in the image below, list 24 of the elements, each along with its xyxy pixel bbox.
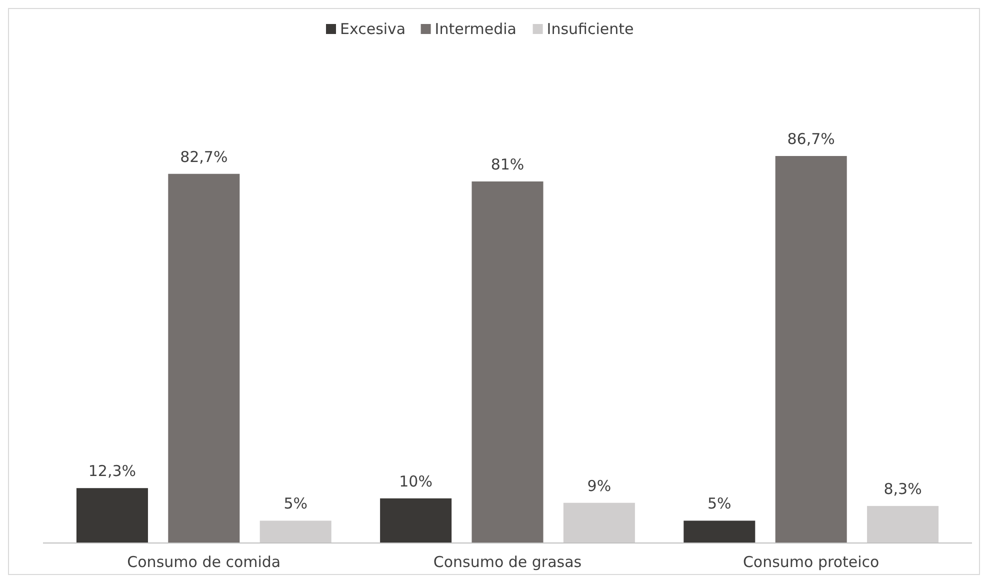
data-label: 5% [708, 494, 732, 513]
data-label: 81% [490, 155, 524, 174]
data-label: 9% [587, 476, 612, 495]
data-label: 10% [399, 472, 432, 490]
bar [867, 506, 939, 543]
bar [260, 520, 332, 543]
x-tick-label: Consumo de comida [127, 553, 281, 571]
legend-label: Insuficiente [546, 20, 634, 38]
data-label: 82,7% [180, 148, 228, 166]
legend-label: Intermedia [434, 20, 516, 38]
bar [563, 502, 635, 543]
bar [472, 181, 544, 543]
bar [380, 498, 452, 543]
bar [76, 488, 148, 543]
x-tick-label: Consumo de grasas [433, 553, 582, 571]
bar [684, 520, 756, 543]
data-label: 5% [284, 494, 308, 513]
x-tick-label: Consumo proteico [742, 553, 880, 571]
bar [168, 174, 240, 543]
data-label: 86,7% [787, 130, 835, 148]
data-label: 12,3% [88, 462, 136, 480]
bar [775, 156, 847, 543]
legend-label: Excesiva [340, 20, 406, 38]
data-label: 8,3% [884, 480, 922, 498]
